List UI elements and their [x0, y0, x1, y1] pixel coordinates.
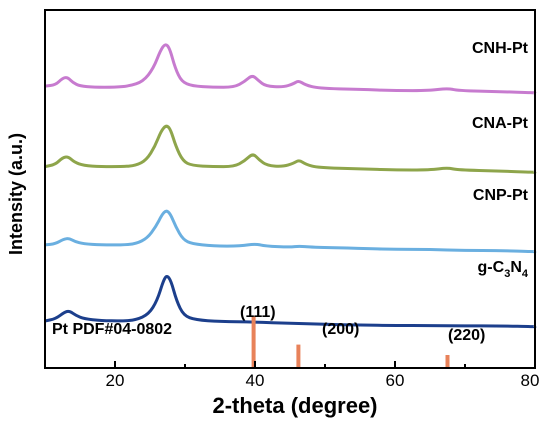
series-line-cnh-pt: [44, 43, 537, 95]
x-axis-title: 2-theta (degree): [212, 393, 377, 418]
y-axis-title: Intensity (a.u.): [6, 133, 26, 255]
series-line-cnp-pt: [44, 209, 537, 254]
series-line-g-c3n4: [44, 275, 537, 329]
reference-stick-200: [296, 344, 301, 368]
x-tick-label: 20: [106, 371, 125, 390]
reference-stick-111: [251, 316, 256, 368]
reference-label: Pt PDF#04-0802: [52, 321, 172, 338]
axis-layer: 20 40 60 80: [44, 361, 540, 390]
hkl-label-200: (200): [322, 321, 359, 338]
series-label-cnh-pt: CNH-Pt: [472, 40, 529, 57]
x-tick-label: 40: [246, 371, 265, 390]
reference-stick-220: [445, 355, 450, 368]
series-label-cna-pt: CNA-Pt: [472, 115, 529, 132]
plot-frame: [44, 9, 536, 369]
reference-layer: (111) (200) (220): [240, 304, 485, 368]
series-label-g-c3n4: g-C3N4: [478, 259, 529, 280]
x-tick-label: 80: [521, 371, 540, 390]
hkl-label-111: (111): [240, 304, 276, 321]
series-line-cna-pt: [44, 124, 537, 174]
series-label-cnp-pt: CNP-Pt: [473, 187, 529, 204]
x-tick-label: 60: [386, 371, 405, 390]
series-layer: CNH-Pt CNA-Pt CNP-Pt g-C3N4: [44, 40, 537, 329]
hkl-label-220: (220): [448, 327, 485, 344]
